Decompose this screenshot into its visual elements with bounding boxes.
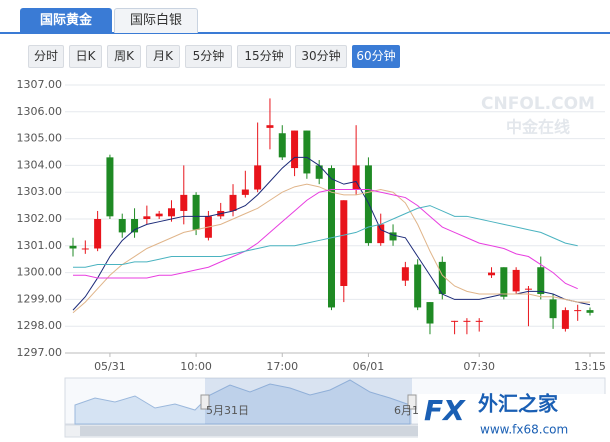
candle-body — [438, 261, 446, 295]
y-tick-label: 1297.00 — [17, 346, 63, 359]
tab[interactable]: 国际黄金 — [20, 8, 112, 33]
period-button[interactable]: 分时 — [28, 45, 64, 68]
candle-body — [512, 269, 520, 292]
x-tick-label: 05/31 — [94, 360, 126, 373]
candle-body — [167, 208, 175, 217]
candle-body — [340, 200, 348, 286]
candle-body — [94, 219, 102, 249]
y-tick-label: 1302.00 — [17, 212, 63, 225]
navigator-label: 5月31日 — [206, 404, 249, 417]
candle-body — [69, 245, 77, 249]
navigator-handle[interactable] — [407, 394, 417, 410]
candle-body — [180, 194, 188, 211]
candle-body — [229, 194, 237, 211]
candle-body — [426, 302, 434, 324]
y-tick-label: 1301.00 — [17, 239, 63, 252]
candle-body — [192, 194, 200, 230]
candle-body — [401, 267, 409, 281]
candle-body — [488, 272, 496, 276]
x-tick-label: 10:00 — [180, 360, 212, 373]
candle-body — [364, 165, 372, 244]
tab-bar-line — [0, 32, 610, 34]
candle-body — [475, 320, 483, 322]
y-tick-label: 1304.00 — [17, 158, 63, 171]
period-button[interactable]: 日K — [69, 45, 102, 68]
candle-body — [278, 133, 286, 158]
candle-body — [291, 130, 299, 169]
y-tick-label: 1306.00 — [17, 105, 63, 118]
x-tick-label: 07:30 — [463, 360, 495, 373]
candle-body — [574, 310, 582, 312]
navigator-handle[interactable] — [200, 394, 210, 410]
logo-mark: FX — [424, 394, 466, 427]
y-tick-label: 1300.00 — [17, 266, 63, 279]
scrollbar-thumb[interactable] — [80, 426, 420, 436]
period-button[interactable]: 5分钟 — [185, 45, 232, 68]
candle-body — [118, 219, 126, 233]
candle-body — [537, 267, 545, 295]
candle-body — [451, 320, 459, 322]
candle-body — [241, 189, 249, 195]
candle-body — [561, 310, 569, 329]
x-tick-label: 17:00 — [266, 360, 298, 373]
period-button[interactable]: 60分钟 — [352, 45, 400, 68]
period-button[interactable]: 月K — [146, 45, 180, 68]
y-tick-label: 1299.00 — [17, 292, 63, 305]
watermark-sub: 中金在线 — [506, 118, 570, 137]
moving-average — [73, 205, 578, 268]
y-tick-label: 1298.00 — [17, 319, 63, 332]
candle-body — [155, 213, 163, 217]
logo-name: 外汇之家 — [478, 392, 559, 416]
logo-url: www.fx68.com — [480, 423, 568, 437]
moving-average — [72, 183, 590, 314]
candle-body — [106, 157, 114, 217]
period-button[interactable]: 15分钟 — [237, 45, 291, 68]
candle-body — [377, 224, 385, 244]
candle-body — [266, 125, 274, 128]
period-button[interactable]: 30分钟 — [295, 45, 347, 68]
candle-body — [463, 320, 471, 322]
moving-average — [73, 189, 578, 290]
candle-body — [81, 248, 89, 250]
watermark: CNFOL.COM — [481, 94, 595, 114]
y-tick-label: 1305.00 — [17, 132, 63, 145]
candle-body — [586, 310, 594, 313]
x-tick-label: 06/01 — [353, 360, 385, 373]
y-tick-label: 1303.00 — [17, 185, 63, 198]
candle-body — [303, 130, 311, 174]
candle-body — [389, 232, 397, 241]
navigator-series — [74, 379, 411, 425]
candle-body — [352, 165, 360, 190]
candle-body — [549, 299, 557, 319]
y-tick-label: 1307.00 — [17, 78, 63, 91]
period-button[interactable]: 周K — [107, 45, 141, 68]
navigator-window[interactable] — [205, 378, 412, 424]
candle-body — [315, 165, 323, 179]
candle-body — [131, 219, 139, 233]
x-tick-label: 13:15 — [574, 360, 606, 373]
candle-body — [524, 288, 532, 290]
candle-body — [254, 165, 262, 190]
candle-body — [500, 267, 508, 297]
candle-body — [414, 264, 422, 308]
logo-bg — [418, 394, 610, 442]
candle-body — [143, 216, 151, 219]
tab[interactable]: 国际白银 — [114, 8, 198, 33]
